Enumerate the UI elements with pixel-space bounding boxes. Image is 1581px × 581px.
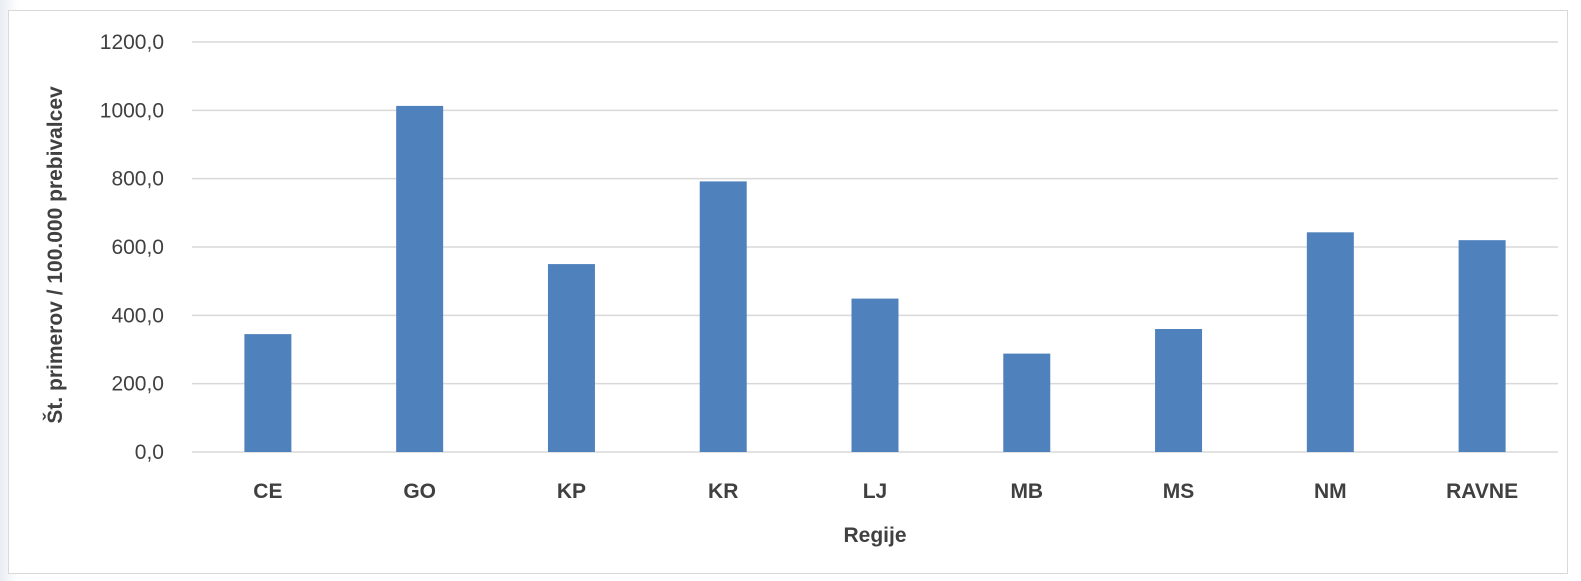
y-tick-label: 600,0 [111,236,164,259]
bar-ms [1155,329,1203,452]
y-axis-tick-labels: 0,0 200,0 400,0 600,0 800,0 1000,0 1200,0 [100,31,164,464]
x-axis-title: Regije [843,524,906,547]
bar-go [396,105,444,453]
bar-kr [699,181,747,452]
y-tick-label: 400,0 [111,304,164,327]
x-category-label: NM [1314,480,1347,503]
x-axis-category-labels: CE GO KP KR LJ MB MS NM RAVNE [253,480,1518,503]
x-category-label: KR [708,480,738,503]
y-tick-label: 800,0 [111,168,164,191]
x-category-label: MB [1010,480,1043,503]
x-category-label: CE [253,480,282,503]
bar-kp [547,264,595,452]
bar-ravne [1458,240,1506,452]
bar-nm [1306,232,1354,452]
x-category-label: RAVNE [1446,480,1518,503]
y-tick-label: 0,0 [135,441,164,464]
x-category-label: MS [1163,480,1195,503]
y-tick-label: 200,0 [111,373,164,396]
bar-ce [244,334,292,452]
x-category-label: KP [557,480,586,503]
y-tick-label: 1000,0 [100,99,164,122]
y-axis-title: Št. primerov / 100.000 prebivalcev [43,86,67,424]
bar-lj [851,298,899,452]
x-category-label: LJ [863,480,888,503]
x-category-label: GO [403,480,436,503]
y-tick-label: 1200,0 [100,31,164,54]
bar-mb [1003,353,1051,452]
bars [244,105,1506,453]
